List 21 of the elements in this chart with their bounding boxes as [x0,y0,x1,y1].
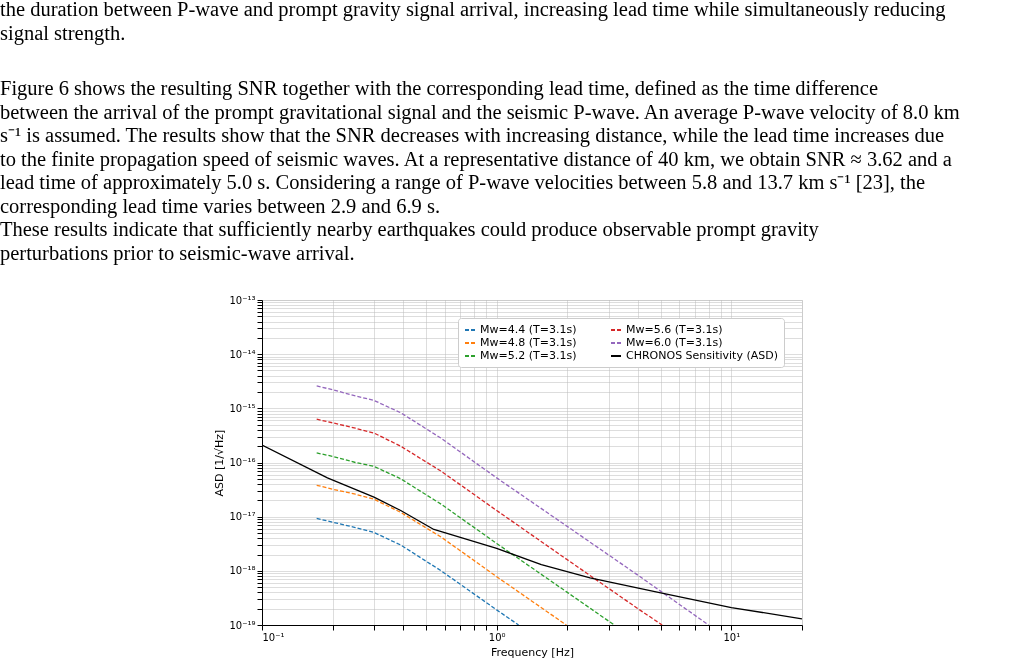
x-axis-title: Frequency [Hz] [491,645,574,659]
text: the duration between P-wave and prompt gravity signal arrival, increasing lead time while simultaneously reducing signal strength. [0,0,946,45]
y-tick-label: 10⁻¹⁷ [229,511,256,523]
x-tick-label: 10⁻¹ [262,631,285,643]
y-tick-label: 10⁻¹³ [229,294,256,306]
legend-label: Mw=4.4 (T=3.1s) [480,323,577,336]
y-tick-label: 10⁻¹⁹ [229,619,256,631]
x-tick-label: 10⁰ [488,631,506,643]
y-axis-title: ASD [1/√Hz] [213,429,227,497]
caption: Figure 6 shows the resulting SNR together with the corresponding lead time, defined as the time difference between the arrival of the prompt gravitational signal and the seismic P-wave. An average P-wave velocity of 8.0 km s⁻¹ is assumed. The results show that the SNR decreases with increasing distance, while the lead time increases due to the finite propagation speed of seismic waves. At a representative distance of 40 km, we obtain SNR ≈ 3.62 and a lead time of approximately 5.0 s. Considering a range of P-wave velocities between 5.8 and 13.7 km s⁻¹ [23], the corresponding lead time varies between 2.9 and 6.9 s. [0,77,960,218]
x-tick-label: 10¹ [723,631,741,643]
legend-label: Mw=6.0 (T=3.1s) [626,336,723,349]
legend-label: Mw=5.6 (T=3.1s) [626,323,723,336]
y-tick-label: 10⁻¹⁸ [229,565,256,577]
text: These results indicate that sufficiently nearby earthquakes could produce observable prompt gravity perturbations prior to seismic-wave arrival. [0,218,820,265]
legend-label: Mw=4.8 (T=3.1s) [480,336,577,349]
legend-label: CHRONOS Sensitivity (ASD) [626,349,778,362]
y-tick-label: 10⁻¹⁴ [229,348,256,360]
legend-label: Mw=5.2 (T=3.1s) [480,349,577,362]
y-tick-label: 10⁻¹⁶ [229,457,256,468]
y-tick-label: 10⁻¹⁵ [229,402,256,414]
